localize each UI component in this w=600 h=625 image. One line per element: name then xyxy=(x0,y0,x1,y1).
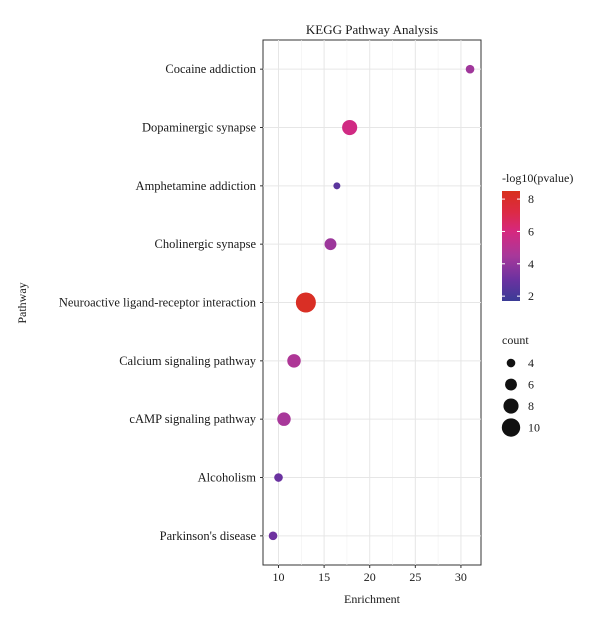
y-tick-label: Amphetamine addiction xyxy=(136,179,257,193)
size-legend-items: 4 6 8 10 xyxy=(501,356,540,437)
data-points xyxy=(268,64,475,541)
data-point xyxy=(342,119,358,136)
color-legend-tick-label: 6 xyxy=(528,224,534,238)
y-tick-label: Parkinson's disease xyxy=(160,529,257,543)
y-tick-label: Neuroactive ligand-receptor interaction xyxy=(59,296,257,310)
data-point xyxy=(465,64,475,74)
size-legend-label: 4 xyxy=(528,356,534,370)
y-tick-label: Cocaine addiction xyxy=(165,62,256,76)
x-tick-label: 15 xyxy=(318,570,330,584)
x-tick-label: 20 xyxy=(364,570,376,584)
x-tick-label: 30 xyxy=(455,570,467,584)
size-legend-dot xyxy=(506,358,516,368)
data-point xyxy=(287,354,301,368)
y-tick-label: cAMP signaling pathway xyxy=(129,412,256,426)
size-legend-dot xyxy=(505,378,517,391)
data-point xyxy=(268,531,278,541)
color-legend-title: -log10(pvalue) xyxy=(502,171,573,185)
data-point xyxy=(324,238,337,251)
size-legend-dot xyxy=(503,398,519,414)
data-point xyxy=(274,473,283,482)
size-legend-label: 6 xyxy=(528,378,534,392)
data-point xyxy=(295,292,316,313)
data-point xyxy=(277,412,291,426)
size-legend-dot xyxy=(501,418,521,437)
color-legend-bar xyxy=(502,191,520,301)
color-legend-tick-label: 8 xyxy=(528,192,534,206)
y-axis-tick-labels: Cocaine addiction Dopaminergic synapse Amp… xyxy=(59,62,263,543)
color-legend-tick-label: 4 xyxy=(528,257,534,271)
size-legend-label: 10 xyxy=(528,421,540,435)
color-legend-tick-label: 2 xyxy=(528,289,534,303)
y-axis-label: Pathway xyxy=(15,282,29,323)
x-axis-tick-labels: 10 15 20 25 30 xyxy=(273,565,467,584)
color-legend: -log10(pvalue) 2 4 6 8 xyxy=(502,171,573,303)
x-tick-label: 25 xyxy=(409,570,421,584)
x-axis-label: Enrichment xyxy=(344,592,401,606)
x-tick-label: 10 xyxy=(273,570,285,584)
y-tick-label: Dopaminergic synapse xyxy=(142,121,256,135)
size-legend: count 4 6 8 10 xyxy=(501,333,540,437)
y-tick-label: Cholinergic synapse xyxy=(155,237,257,251)
chart-title: KEGG Pathway Analysis xyxy=(306,22,438,37)
color-legend-ticks: 2 4 6 8 xyxy=(502,192,534,303)
y-tick-label: Calcium signaling pathway xyxy=(119,354,257,368)
size-legend-title: count xyxy=(502,333,529,347)
size-legend-label: 8 xyxy=(528,399,534,413)
data-point xyxy=(333,182,341,190)
y-tick-label: Alcoholism xyxy=(198,471,257,485)
